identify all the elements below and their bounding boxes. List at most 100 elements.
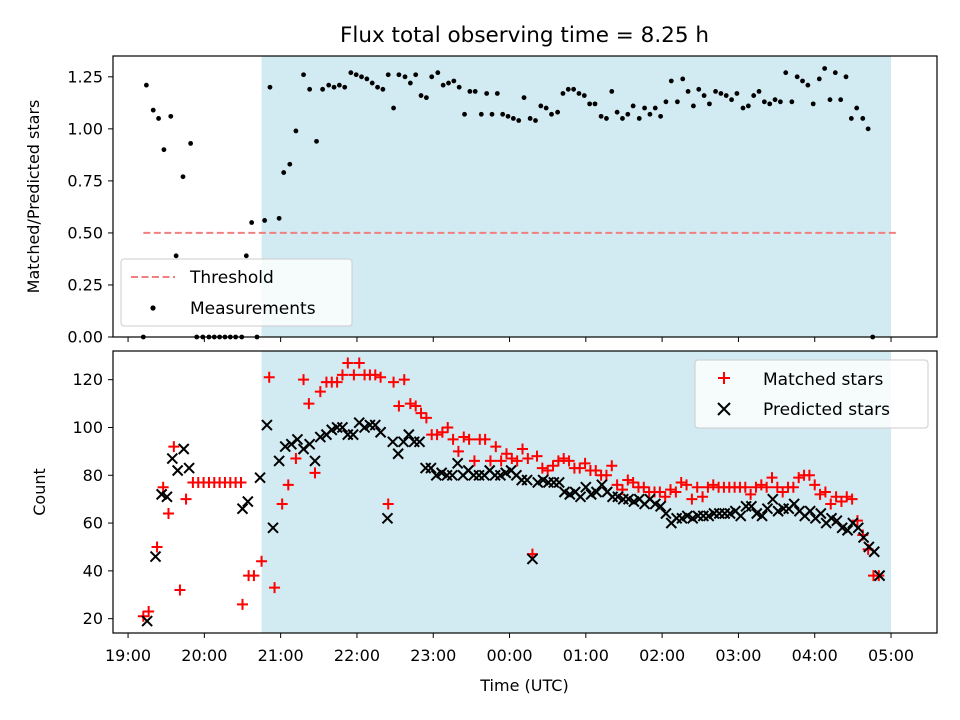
measurement-point (647, 111, 653, 117)
legend-predicted-swatch (717, 402, 731, 416)
predicted-star-point (425, 462, 437, 474)
top-shaded-span (261, 56, 892, 337)
measurement-point (369, 80, 375, 86)
matched-star-point (691, 481, 703, 493)
measurement-point (262, 218, 268, 223)
measurement-point (587, 101, 593, 107)
matched-star-point (707, 479, 719, 491)
measurement-point (734, 91, 740, 96)
measurement-point (462, 111, 467, 117)
predicted-star-point (347, 428, 359, 441)
matched-star-point (542, 464, 554, 476)
matched-star-point (248, 570, 260, 582)
measurement-point (560, 91, 566, 96)
predicted-star-point (852, 522, 864, 534)
measurement-point (571, 86, 577, 92)
measurement-point (538, 103, 544, 109)
matched-star-point (369, 369, 381, 381)
matched-star-point (436, 426, 448, 438)
predicted-star-point (171, 464, 184, 477)
bottom-y-tick-label: 80 (83, 466, 103, 485)
matched-star-point (463, 433, 475, 445)
matched-star-point (314, 386, 326, 398)
predicted-star-point (273, 455, 285, 467)
measurement-point (843, 74, 849, 80)
bottom-x-ticks: 19:00 20:00 21:00 22:00 23:00 00:00 01:00 02:00… (105, 633, 914, 665)
measurement-point (848, 116, 854, 121)
matched-star-point (388, 376, 400, 388)
measurement-point (636, 116, 642, 121)
x-tick-label: 02:00 (639, 646, 685, 665)
matched-star-point (574, 462, 586, 474)
top-y-tick-label: 0.50 (67, 223, 103, 242)
measurement-point (713, 88, 718, 94)
measurement-point (729, 97, 734, 103)
matched-star-point (237, 598, 249, 610)
measurement-point (680, 76, 686, 82)
matched-star-point (522, 453, 534, 465)
measurement-point (761, 99, 767, 105)
x-tick-label: 05:00 (868, 646, 914, 665)
measurement-point (168, 113, 174, 119)
x-tick-label: 22:00 (334, 646, 380, 665)
measurement-point (188, 141, 194, 146)
x-axis-label: Time (UTC) (479, 676, 568, 695)
predicted-star-point (660, 507, 672, 520)
predicted-star-point (374, 426, 387, 438)
predicted-star-point (303, 438, 316, 450)
measurement-point (521, 95, 527, 101)
top-legend-box (120, 258, 353, 327)
measurement-point (783, 70, 789, 76)
measurement-point (663, 99, 669, 105)
x-tick-label: 20:00 (181, 646, 227, 665)
matched-star-point (143, 605, 155, 617)
measurement-point (281, 170, 287, 175)
top-y-tick-label: 0.00 (67, 328, 103, 347)
measurement-point (604, 116, 609, 121)
measurement-point (423, 95, 429, 101)
predicted-star-point (336, 421, 349, 434)
matched-star-point (517, 443, 529, 455)
measurement-point (865, 126, 871, 132)
matched-star-point (835, 496, 847, 508)
matched-star-point (431, 429, 443, 441)
measurement-point (359, 74, 364, 80)
matched-star-point (563, 455, 575, 467)
x-tick-label: 01:00 (563, 646, 609, 665)
matched-star-point (761, 481, 773, 493)
measurement-point (478, 111, 484, 117)
measurement-point (816, 76, 822, 82)
measurement-point (860, 116, 866, 121)
measurement-point (249, 220, 255, 225)
predicted-star-point (831, 514, 843, 527)
predicted-star-point (141, 615, 153, 627)
measurement-point (407, 80, 413, 86)
measurement-point (314, 138, 319, 144)
measurement-point (510, 116, 516, 121)
predicted-star-point (166, 452, 179, 465)
measurement-point (718, 91, 724, 96)
matched-star-point (766, 472, 778, 484)
matched-star-point (336, 369, 348, 381)
matched-star-point (611, 479, 623, 491)
matched-star-point (755, 479, 767, 491)
matched-star-point (168, 441, 180, 453)
bottom-y-tick-label: 60 (83, 514, 103, 533)
matched-star-point (809, 479, 821, 491)
matched-star-point (382, 498, 394, 510)
measurement-point (756, 88, 762, 94)
predicted-star-point (654, 500, 667, 513)
predicted-star-point (261, 419, 273, 431)
predicted-star-point (161, 491, 173, 503)
matched-star-point (739, 481, 751, 493)
measurement-point (810, 101, 816, 107)
predicted-star-point (183, 462, 195, 474)
matched-star-point (151, 541, 163, 553)
measurement-point (827, 97, 833, 103)
measurement-point (505, 113, 511, 119)
matched-star-point (579, 457, 591, 469)
bottom-axes-frame (112, 350, 938, 634)
measurement-point (429, 74, 435, 80)
matched-star-point (342, 357, 354, 369)
measurement-point (516, 118, 522, 123)
